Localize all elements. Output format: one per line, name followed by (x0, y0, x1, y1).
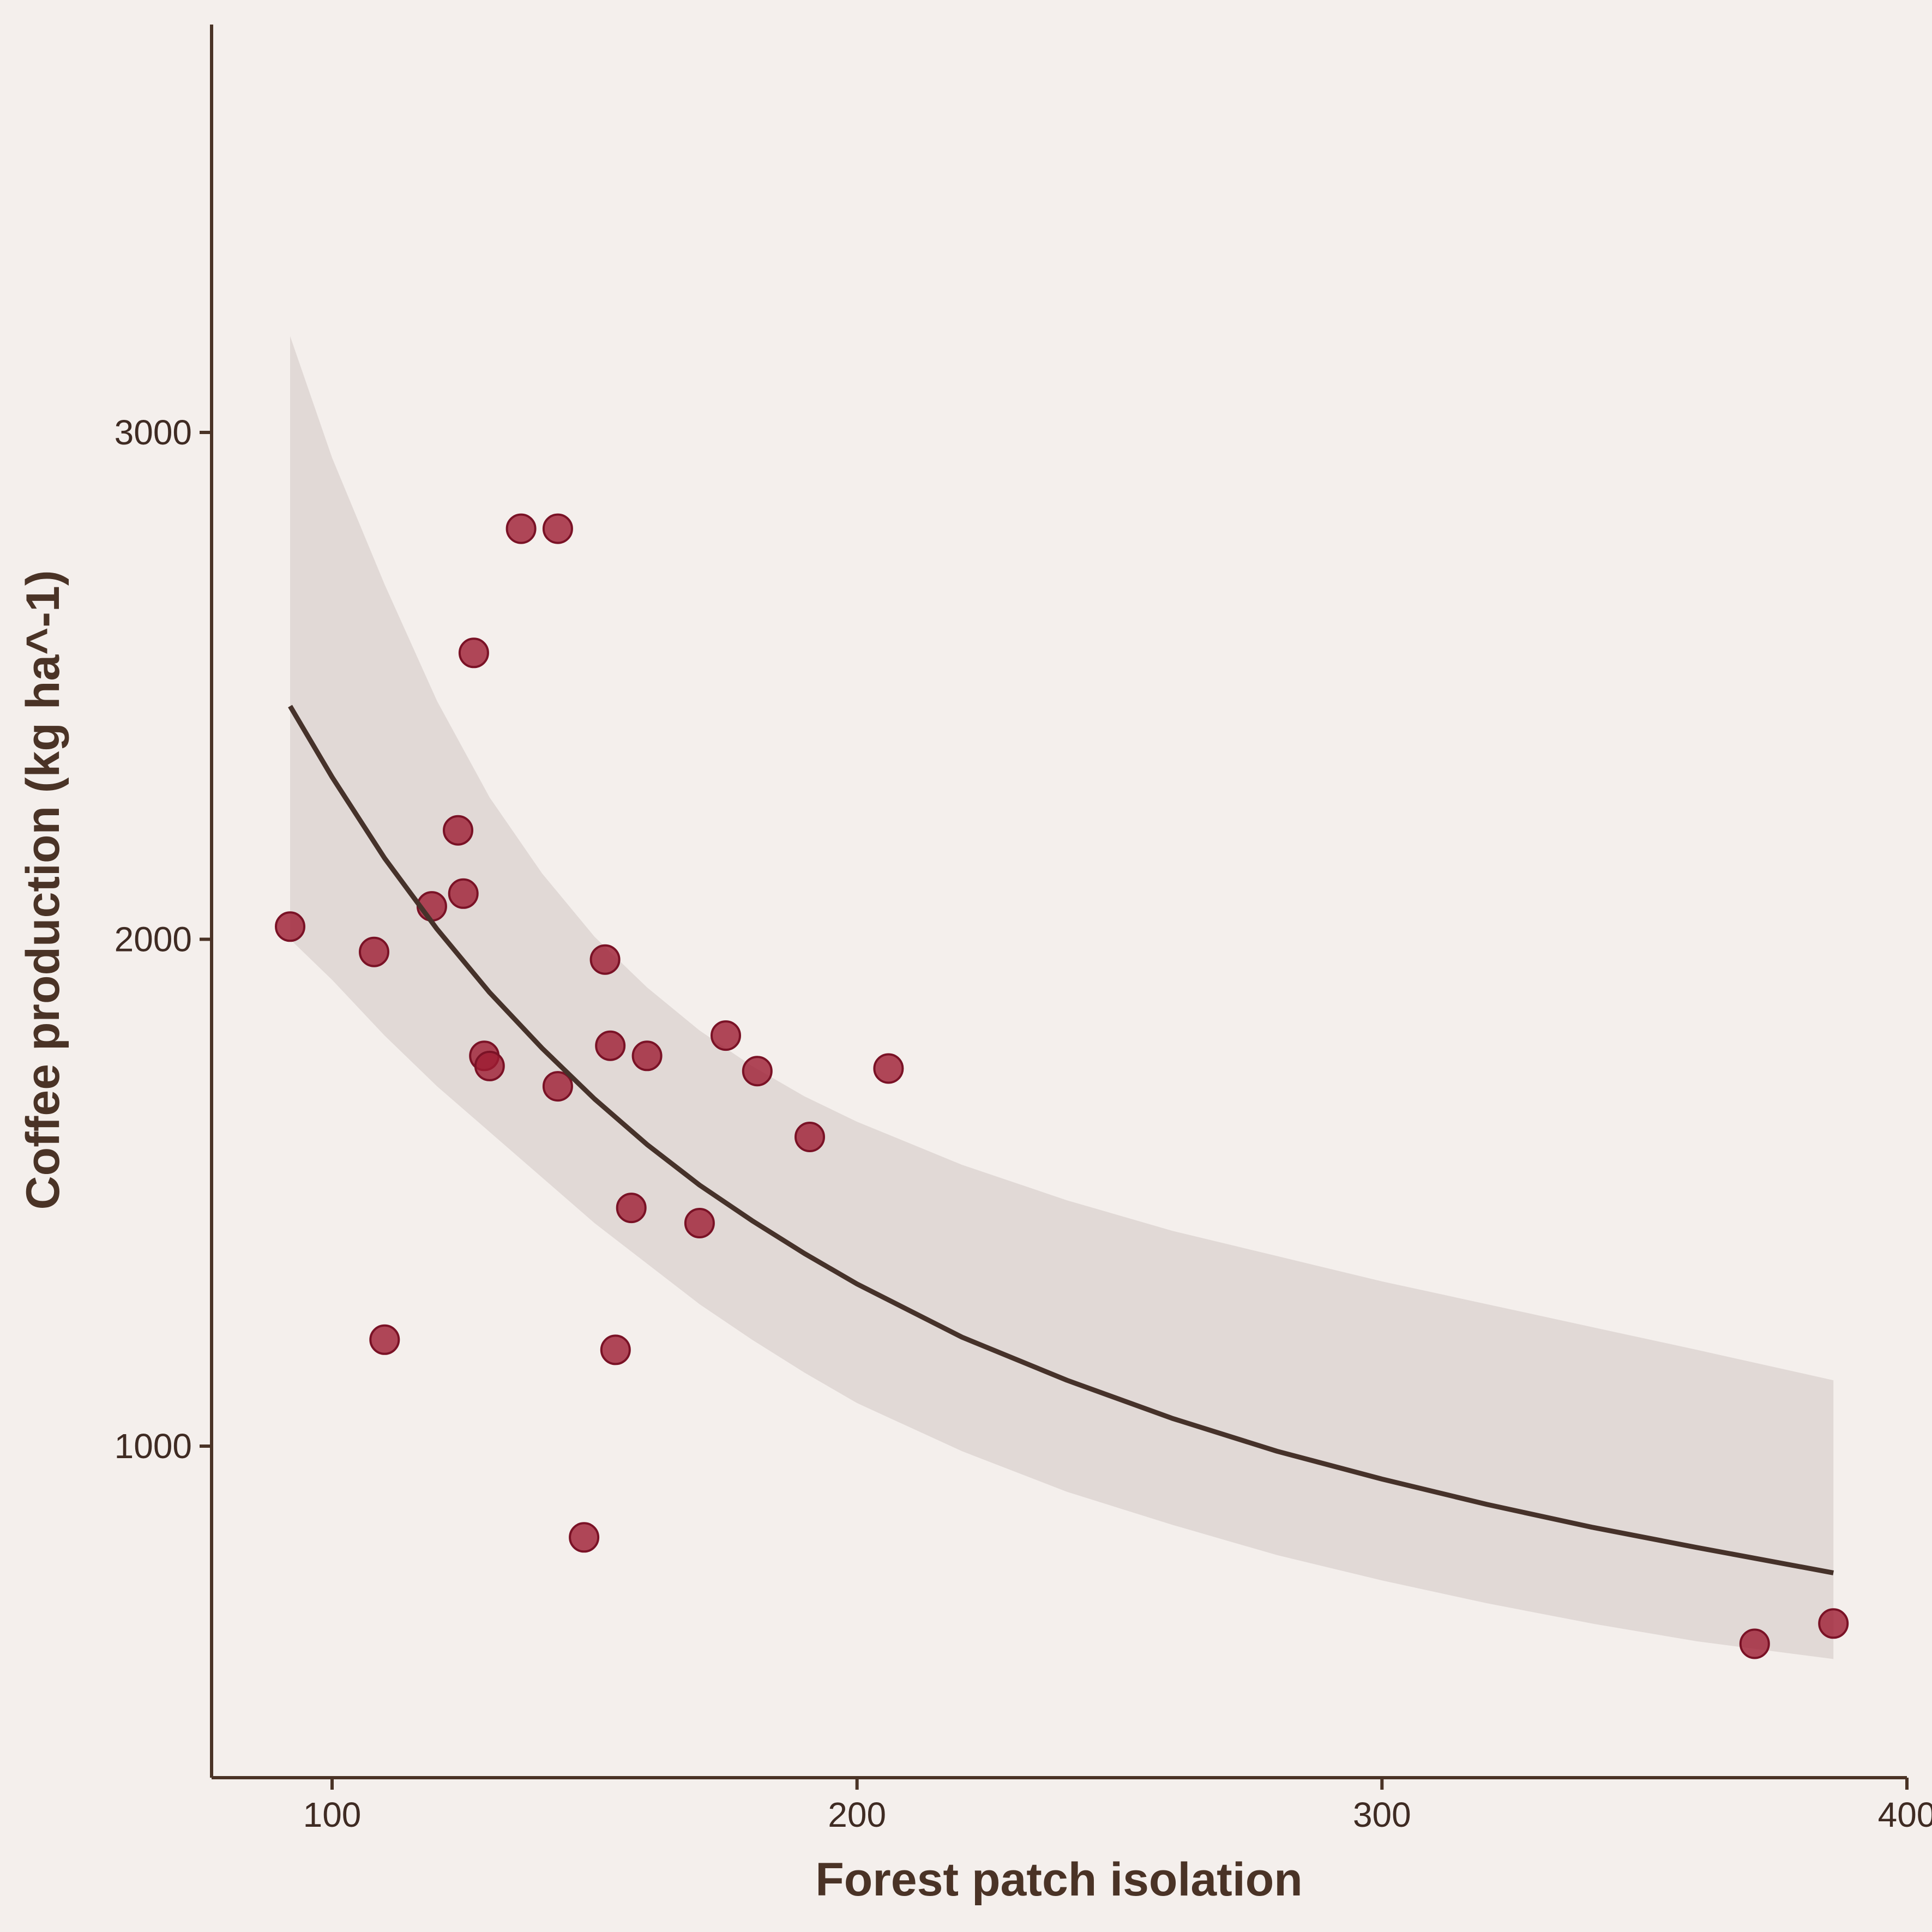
data-point (589, 944, 621, 975)
fit-curve (288, 705, 1834, 1575)
data-points (275, 513, 1849, 1659)
y-tick-label: 1000 (115, 1427, 192, 1466)
y-axis: 1000 2000 3000 (115, 25, 213, 1778)
data-point (505, 513, 537, 544)
data-point (369, 1324, 400, 1355)
data-point (443, 815, 473, 846)
y-tick-label: 2000 (115, 920, 192, 959)
data-point (474, 1050, 505, 1081)
data-point (569, 1522, 600, 1553)
x-axis-ticks: 100 200 300 400 (303, 1778, 1932, 1834)
data-point (873, 1053, 904, 1084)
confidence-band (290, 336, 1834, 1659)
y-axis-title: Coffee production (kg ha^-1) (17, 570, 69, 1210)
data-point (616, 1193, 647, 1224)
data-point (595, 1030, 626, 1061)
data-point (600, 1334, 631, 1365)
x-tick-label: 100 (303, 1795, 362, 1834)
data-point (631, 1040, 663, 1072)
x-tick-label: 200 (828, 1795, 886, 1834)
data-point (542, 1071, 573, 1102)
x-tick-label: 300 (1353, 1795, 1411, 1834)
data-point (711, 1020, 741, 1051)
data-point (742, 1056, 773, 1087)
data-point (795, 1122, 825, 1152)
data-point (684, 1208, 715, 1238)
x-axis-title: Forest patch isolation (815, 1853, 1303, 1906)
data-point (359, 936, 389, 967)
data-point (1818, 1608, 1849, 1639)
plot-area (275, 336, 1849, 1659)
data-point (448, 878, 479, 909)
y-tick-label: 3000 (115, 413, 192, 452)
y-axis-ticks: 1000 2000 3000 (115, 413, 212, 1466)
data-point (1739, 1628, 1770, 1659)
data-point (542, 513, 573, 544)
data-point (275, 911, 305, 942)
data-point (458, 637, 489, 669)
x-tick-label: 400 (1878, 1795, 1932, 1834)
x-axis: 100 200 300 400 (212, 1776, 1932, 1834)
